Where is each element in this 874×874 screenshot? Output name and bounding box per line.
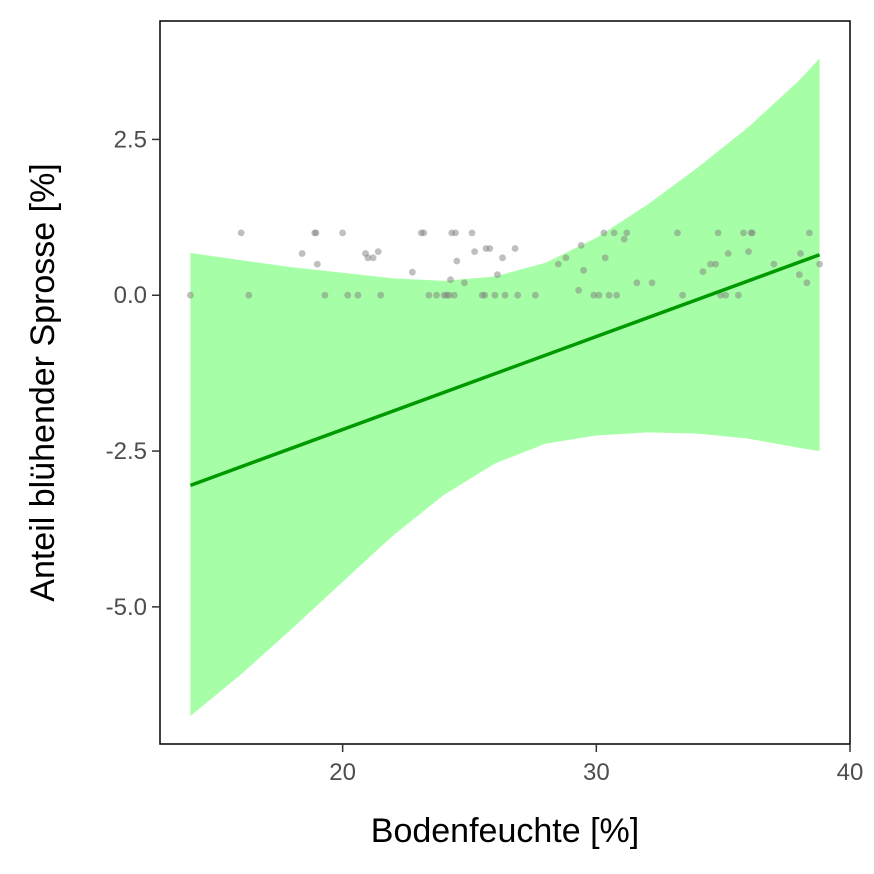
x-axis-title: Bodenfeuchte [%] [371, 812, 639, 850]
data-point [806, 229, 813, 237]
data-point [499, 254, 506, 262]
data-point [674, 229, 681, 237]
y-tick-label: 2.5 [114, 126, 147, 153]
data-point [532, 291, 539, 299]
data-point [471, 248, 478, 256]
data-point [312, 229, 320, 237]
data-point [491, 291, 499, 299]
confidence-band [190, 58, 820, 716]
data-points-layer [187, 229, 823, 299]
data-point [699, 268, 707, 275]
y-axis-title: Anteil blühender Sprosse [%] [24, 163, 62, 601]
data-point [816, 260, 823, 268]
fit-line-layer [189, 253, 821, 487]
data-point [620, 235, 628, 243]
data-point [707, 260, 714, 268]
data-point [468, 229, 476, 237]
data-point [313, 260, 321, 268]
data-point [481, 291, 489, 299]
data-point [245, 291, 253, 299]
data-point [575, 286, 582, 294]
data-point [187, 291, 194, 299]
data-point [797, 250, 804, 257]
x-tick-label: 30 [583, 759, 610, 786]
data-point [445, 291, 453, 299]
y-tick-label: 0.0 [114, 282, 147, 309]
x-tick-label: 20 [329, 759, 356, 786]
data-point [433, 291, 440, 299]
data-point [374, 248, 382, 256]
plot-panel-border [159, 20, 851, 745]
data-point [344, 291, 352, 299]
data-point [321, 291, 329, 299]
data-point [679, 291, 686, 299]
data-point [648, 279, 656, 287]
data-point [452, 229, 459, 237]
data-point [461, 279, 468, 287]
data-point [803, 279, 811, 287]
data-point [298, 250, 306, 257]
data-point [562, 254, 570, 262]
data-point [354, 291, 362, 299]
data-point [605, 291, 613, 299]
data-point [511, 245, 519, 252]
data-point [486, 245, 494, 252]
data-point [514, 291, 522, 299]
data-point [453, 257, 461, 265]
data-point [595, 291, 603, 299]
data-point [501, 291, 509, 299]
data-point [714, 229, 722, 237]
data-point [600, 229, 608, 237]
data-point [748, 229, 756, 237]
data-point [580, 266, 587, 274]
y-tick-label: -2.5 [106, 438, 147, 465]
data-point [447, 276, 454, 284]
data-point [623, 229, 631, 237]
x-axis: 20 30 40 [329, 744, 863, 786]
data-point [795, 271, 803, 279]
data-point [633, 279, 641, 287]
data-point [577, 242, 585, 249]
confidence-band-layer [190, 58, 820, 716]
data-point [610, 229, 618, 237]
data-point [420, 229, 428, 237]
data-point [590, 291, 598, 299]
data-point [722, 291, 730, 299]
data-point [613, 291, 620, 299]
data-point [377, 291, 385, 299]
data-point [554, 260, 562, 268]
data-point [601, 254, 609, 262]
y-tick-label: -5.0 [106, 594, 147, 621]
data-point [450, 291, 458, 299]
regression-line [189, 253, 821, 487]
data-point [369, 254, 377, 262]
data-point [339, 229, 346, 237]
data-point [745, 248, 752, 256]
data-point [740, 229, 747, 237]
data-point [735, 291, 742, 299]
data-point [494, 271, 501, 279]
data-point [425, 291, 433, 299]
x-tick-label: 40 [837, 759, 864, 786]
data-point [770, 260, 778, 268]
data-point [712, 260, 719, 268]
data-point [409, 268, 416, 276]
y-axis: 2.5 0.0 -2.5 -5.0 [106, 126, 160, 621]
data-point [237, 229, 245, 237]
data-point [717, 291, 724, 299]
data-point [724, 250, 732, 257]
data-point [364, 254, 372, 262]
